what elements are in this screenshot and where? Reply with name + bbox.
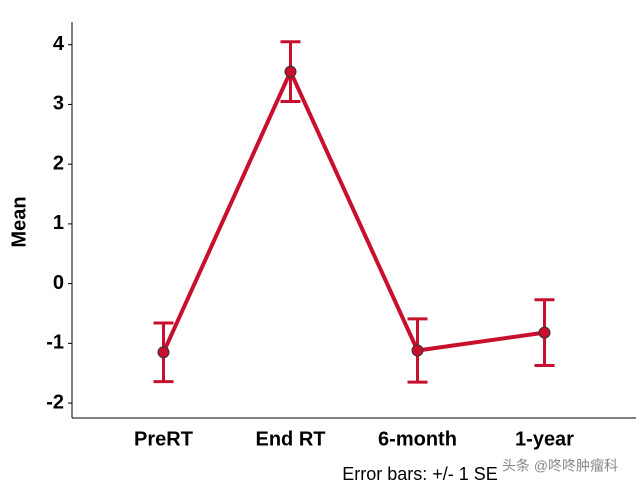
x-tick-label: End RT — [256, 428, 326, 450]
series-line — [161, 66, 545, 354]
annotation: Error bars: +/- 1 SE — [342, 464, 498, 484]
y-tick-label: 4 — [53, 33, 65, 55]
y-tick-label: -1 — [46, 332, 64, 354]
y-tick-label: -2 — [46, 391, 64, 413]
data-point — [157, 346, 170, 359]
y-tick-label: 2 — [53, 152, 64, 174]
data-point — [284, 65, 297, 78]
watermark: 头条 @咚咚肿瘤科 — [502, 458, 618, 474]
x-tick-label: 6-month — [378, 428, 457, 450]
data-point — [411, 344, 424, 357]
x-tick-label: 1-year — [515, 428, 574, 450]
data-point — [538, 326, 551, 339]
y-axis-label: Mean — [8, 196, 30, 247]
y-tick-label: 0 — [53, 272, 64, 294]
x-tick-label: PreRT — [134, 428, 193, 450]
y-tick-label: 3 — [53, 93, 64, 115]
y-tick-label: 1 — [53, 212, 64, 234]
